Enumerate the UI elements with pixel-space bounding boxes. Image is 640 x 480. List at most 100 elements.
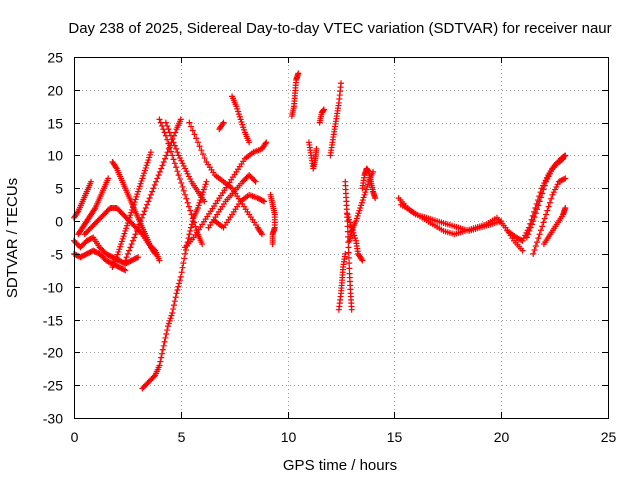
data-point [159,350,166,357]
data-point [189,127,196,134]
data-point [541,182,548,189]
data-point [162,119,169,126]
axis-ticks: 0 5 10 15 20 25 -30 -25 -20 -15 -10 -5 0 5 10 15 20 25 [43,50,617,446]
data-point [127,244,134,251]
y-tick-label: 0 [55,214,63,230]
data-point [241,126,248,133]
data-point [120,233,127,240]
data-point [164,149,171,156]
data-point [181,255,188,262]
data-point [560,155,567,162]
data-point [235,111,242,118]
data-point [258,229,265,236]
data-point [185,235,192,242]
x-tick-label: 0 [71,429,79,445]
data-point [166,144,173,151]
data-point [198,194,205,201]
data-point [161,129,168,136]
data-point [531,214,538,221]
data-point [540,219,547,226]
data-point [313,145,320,152]
data-point [348,306,355,313]
data-point [539,223,546,230]
data-point [122,227,129,234]
data-point [105,175,112,182]
data-point [176,280,183,287]
data-point [357,204,364,211]
x-tick-label: 25 [601,429,617,445]
series-track-ad [504,152,569,244]
data-point [135,188,142,195]
data-point [234,105,241,112]
data-point [135,224,142,231]
data-point [178,269,185,276]
data-point [344,211,351,218]
data-point [156,168,163,175]
data-point [191,131,198,138]
grid [74,57,608,418]
data-point [345,254,352,261]
data-point [199,241,206,248]
data-point [126,247,133,254]
y-tick-label: 15 [47,116,63,132]
data-point [295,70,302,77]
data-point [262,140,269,147]
y-tick-label: -10 [43,280,63,296]
data-point [199,191,206,198]
data-point [345,239,352,246]
data-point [91,206,98,213]
data-point [173,164,180,171]
data-point [115,248,122,255]
data-point [122,257,129,264]
data-point [118,238,125,245]
data-point [539,190,546,197]
data-point [150,246,157,253]
data-point [170,139,177,146]
y-tick-label: 20 [47,83,63,99]
data-point [534,239,541,246]
data-point [246,139,253,146]
x-tick-label: 10 [281,429,297,445]
data-point [182,246,189,253]
data-point [345,249,352,256]
data-point [351,232,358,239]
data-point [151,181,158,188]
data-point [562,175,569,182]
data-point [188,224,195,231]
data-series [71,70,569,392]
data-point [133,193,140,200]
data-point [146,154,153,161]
data-point [137,180,144,187]
series-track-g [81,204,163,264]
data-point [160,126,167,133]
y-axis-label: SDTVAR / TECUs [4,178,21,298]
series-track-n [216,119,227,133]
data-point [560,176,567,183]
data-point [153,178,160,185]
data-point [124,250,131,257]
data-point [559,156,566,163]
data-point [195,202,202,209]
data-point [119,235,126,242]
series-track-w [342,178,355,313]
data-point [123,254,130,261]
data-point [364,181,371,188]
data-point [150,373,157,380]
data-point [188,221,195,228]
x-axis-label: GPS time / hours [283,457,397,474]
data-point [135,254,142,261]
data-point [128,241,135,248]
data-point [338,80,344,87]
series-track-af [530,175,569,257]
data-point [132,196,139,203]
data-point [123,225,130,232]
data-point [196,143,203,150]
data-point [88,178,95,185]
chart-title: Day 238 of 2025, Sidereal Day-to-day VTE… [68,20,611,37]
data-point [179,264,186,271]
data-point [113,254,120,261]
data-point [156,257,163,264]
data-point [353,215,360,222]
data-point [355,210,362,217]
data-point [344,228,351,235]
